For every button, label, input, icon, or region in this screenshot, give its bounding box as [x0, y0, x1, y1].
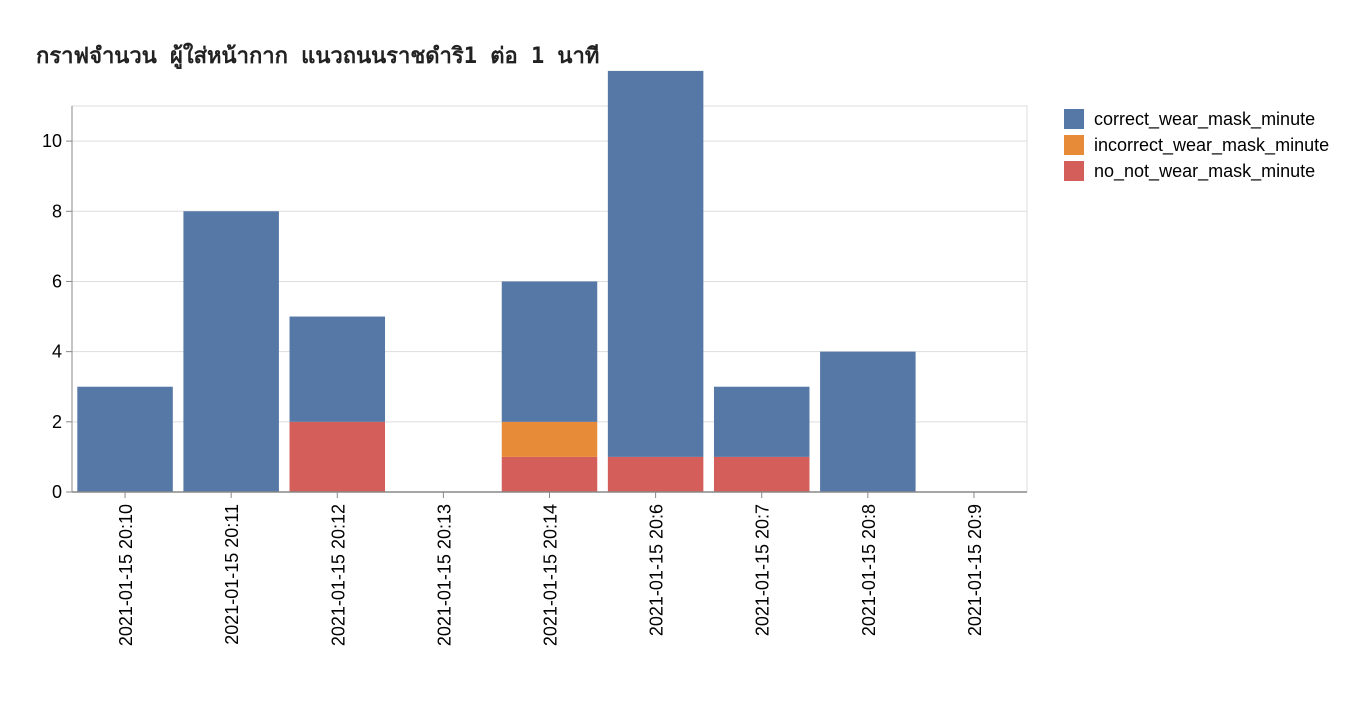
bar-segment-correct_wear_mask_minute — [77, 386, 173, 492]
legend: correct_wear_mask_minute incorrect_wear_… — [1064, 106, 1329, 184]
chart-title: กราฟจำนวน ผู้ใส่หน้ากาก แนวถนนราชดำริ1 ต… — [36, 44, 600, 69]
y-tick-label: 6 — [52, 271, 62, 291]
bars — [77, 70, 916, 493]
y-tick-label: 4 — [52, 342, 62, 362]
x-tick-label: 2021-01-15 20:6 — [647, 504, 667, 636]
x-tick-label: 2021-01-15 20:7 — [753, 504, 773, 636]
bar-segment-correct_wear_mask_minute — [713, 386, 810, 457]
y-tick-label: 10 — [42, 131, 62, 151]
legend-label-incorrect: incorrect_wear_mask_minute — [1094, 134, 1330, 155]
x-tick-label: 2021-01-15 20:14 — [541, 504, 561, 646]
bar-segment-incorrect_wear_mask_minute — [501, 421, 598, 457]
legend-item-no-mask: no_not_wear_mask_minute — [1064, 158, 1329, 184]
bar-segment-correct_wear_mask_minute — [289, 316, 386, 422]
x-tick-label: 2021-01-15 20:8 — [859, 504, 879, 636]
legend-item-correct: correct_wear_mask_minute — [1064, 106, 1329, 132]
legend-swatch-incorrect — [1064, 135, 1084, 155]
y-tick-label: 2 — [52, 412, 62, 432]
bar-segment-correct_wear_mask_minute — [820, 351, 916, 492]
x-tick-label: 2021-01-15 20:11 — [222, 504, 242, 645]
x-tick-label: 2021-01-15 20:13 — [434, 504, 454, 646]
y-tick-label: 8 — [52, 201, 62, 221]
legend-label-correct: correct_wear_mask_minute — [1094, 108, 1316, 129]
bar-segment-no_not_wear_mask_minute — [501, 456, 598, 492]
x-tick-label: 2021-01-15 20:9 — [965, 504, 985, 636]
bar-segment-no_not_wear_mask_minute — [713, 456, 810, 492]
legend-item-incorrect: incorrect_wear_mask_minute — [1064, 132, 1329, 158]
bar-segment-no_not_wear_mask_minute — [289, 421, 386, 492]
legend-swatch-no-mask — [1064, 161, 1084, 181]
legend-label-no-mask: no_not_wear_mask_minute — [1094, 160, 1316, 181]
bar-segment-no_not_wear_mask_minute — [607, 456, 704, 492]
axes: 0 2 4 6 8 10 2021-01-15 20:10 2021-01-15 20:11 2… — [42, 106, 1027, 646]
x-tick-label: 2021-01-15 20:12 — [328, 504, 348, 646]
bar-segment-correct_wear_mask_minute — [183, 211, 279, 493]
bar-segment-correct_wear_mask_minute — [607, 70, 704, 457]
legend-swatch-correct — [1064, 109, 1084, 129]
bar-segment-correct_wear_mask_minute — [501, 281, 598, 422]
y-tick-label: 0 — [52, 482, 62, 502]
x-tick-label: 2021-01-15 20:10 — [116, 504, 136, 646]
